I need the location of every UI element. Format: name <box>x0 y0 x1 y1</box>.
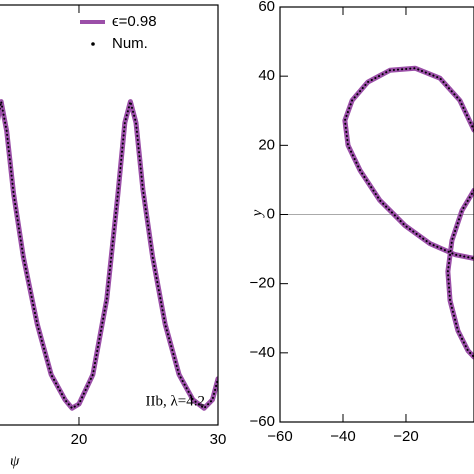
y-tick-label: 20 <box>258 136 275 153</box>
curve <box>0 99 218 411</box>
y-axis-label: y <box>249 209 265 218</box>
x-tick-label: 20 <box>71 431 88 448</box>
y-tick-label: 40 <box>258 67 275 84</box>
curve <box>342 65 474 360</box>
x-axis-label: ψ <box>10 453 20 469</box>
annotation: IIb, λ=4.2 <box>146 393 205 409</box>
x-tick-label: −60 <box>267 428 292 445</box>
y-tick-label: 60 <box>258 0 275 15</box>
numeric-points <box>343 67 474 358</box>
y-tick-label: −60 <box>250 413 275 430</box>
y-tick-label: 0 <box>267 205 275 222</box>
plot-area <box>0 99 218 411</box>
legend-label: Num. <box>112 35 148 52</box>
y-tick-label: −20 <box>250 275 275 292</box>
x-tick-label: −40 <box>330 428 355 445</box>
legend-swatch <box>91 42 95 46</box>
x-tick-label: 30 <box>210 431 227 448</box>
numeric-points <box>0 100 218 410</box>
plot-area <box>342 65 474 360</box>
axes-frame <box>0 4 219 426</box>
legend-label: ϵ=0.98 <box>112 13 157 30</box>
x-tick-label: −20 <box>393 428 418 445</box>
y-tick-label: −40 <box>250 344 275 361</box>
